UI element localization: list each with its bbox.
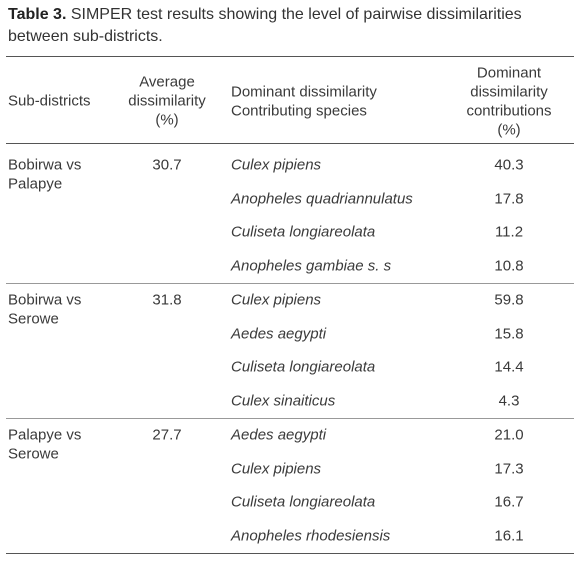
rule <box>6 283 574 284</box>
species: Anopheles gambiae s. s <box>231 257 392 275</box>
species: Anopheles quadriannulatus <box>231 190 413 208</box>
column-header: (%) <box>155 111 179 129</box>
contribution: 17.3 <box>494 460 524 478</box>
species: Anopheles rhodesiensis <box>231 527 391 545</box>
average-dissimilarity: 31.8 <box>152 291 182 309</box>
column-header: (%) <box>497 121 521 138</box>
caption-text: SIMPER test results showing the level of… <box>8 6 522 45</box>
contribution: 10.8 <box>494 257 524 275</box>
species: Culex sinaiticus <box>231 392 336 410</box>
sub-district: Serowe <box>8 310 59 328</box>
contribution: 11.2 <box>494 223 524 241</box>
column-header: contributions <box>466 102 552 119</box>
sub-district: Serowe <box>8 445 59 463</box>
species: Culex pipiens <box>231 460 322 478</box>
contribution: 15.8 <box>494 325 524 343</box>
sub-district: Palapye <box>8 175 63 193</box>
contribution: 17.8 <box>494 190 524 208</box>
column-header: dissimilarity <box>470 83 548 100</box>
caption: Table 3. SIMPER test results showing the… <box>8 4 574 48</box>
species: Culiseta longiareolata <box>231 358 376 376</box>
sub-district: Palapye vs <box>8 426 82 444</box>
contribution: 16.7 <box>494 493 524 511</box>
species: Aedes aegypti <box>231 325 327 343</box>
caption-label: Table 3. <box>8 6 67 23</box>
rule <box>6 143 574 144</box>
species: Culiseta longiareolata <box>231 223 376 241</box>
column-header: Dominant dissimilarity <box>231 83 377 100</box>
contribution: 59.8 <box>494 291 524 309</box>
column-header: Contributing species <box>231 102 367 119</box>
rule <box>6 56 574 57</box>
contribution: 21.0 <box>494 426 524 444</box>
contribution: 4.3 <box>498 392 520 410</box>
rule <box>6 553 574 554</box>
species: Aedes aegypti <box>231 426 327 444</box>
column-header: Sub-districts <box>8 92 91 110</box>
sub-district: Bobirwa vs <box>8 156 82 174</box>
column-header: dissimilarity <box>128 92 206 110</box>
average-dissimilarity: 30.7 <box>152 156 182 174</box>
column-header: Average <box>139 73 195 91</box>
average-dissimilarity: 27.7 <box>152 426 182 444</box>
contribution: 40.3 <box>494 156 524 174</box>
species: Culex pipiens <box>231 156 322 174</box>
contribution: 14.4 <box>494 358 524 376</box>
rule <box>6 418 574 419</box>
species: Culex pipiens <box>231 291 322 309</box>
column-header: Dominant <box>476 64 542 81</box>
contribution: 16.1 <box>494 527 524 545</box>
species: Culiseta longiareolata <box>231 493 376 511</box>
sub-district: Bobirwa vs <box>8 291 82 309</box>
